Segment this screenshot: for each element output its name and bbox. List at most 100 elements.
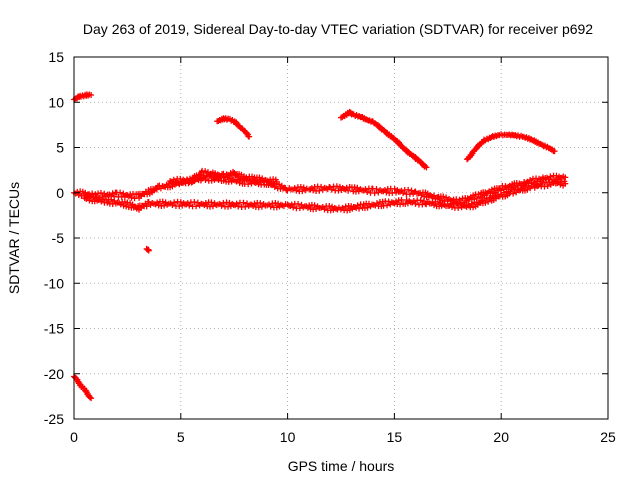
y-tick-label: -5: [52, 230, 65, 246]
data-point: [449, 204, 456, 211]
data-point: [384, 202, 391, 209]
series-band-lower: [81, 178, 569, 214]
data-point: [154, 199, 161, 206]
data-point: [259, 175, 266, 182]
data-point: [193, 203, 200, 210]
data-point: [553, 172, 560, 179]
data-point: [246, 133, 253, 140]
data-points: [71, 91, 569, 402]
x-tick-label: 20: [493, 429, 509, 445]
data-point: [99, 195, 106, 202]
data-point: [177, 175, 184, 182]
data-point: [257, 200, 264, 207]
data-point: [273, 204, 280, 211]
data-point: [539, 179, 546, 186]
series-arc-top-early: [71, 91, 95, 103]
data-point: [364, 189, 371, 196]
data-point: [225, 203, 232, 210]
grid-lines: [74, 57, 608, 419]
data-point: [296, 205, 303, 212]
data-point: [290, 204, 297, 211]
data-point: [422, 163, 429, 170]
data-point: [159, 198, 166, 205]
data-point: [343, 184, 350, 191]
data-point: [354, 184, 361, 191]
data-point: [488, 186, 495, 193]
data-point: [226, 199, 233, 206]
data-point: [405, 186, 412, 193]
data-point: [311, 202, 318, 209]
data-point: [321, 206, 328, 213]
x-tick-label: 25: [600, 429, 616, 445]
data-point: [510, 190, 517, 197]
data-point: [118, 193, 125, 200]
data-point: [88, 395, 95, 402]
data-point: [268, 179, 275, 186]
x-tick-label: 0: [70, 429, 78, 445]
y-tick-label: 10: [48, 94, 64, 110]
data-point: [335, 187, 342, 194]
data-point: [527, 176, 534, 183]
data-point: [170, 176, 177, 183]
data-point: [373, 186, 380, 193]
data-point: [153, 186, 160, 193]
data-point: [336, 183, 343, 190]
data-point: [86, 197, 93, 204]
y-tick-label: -15: [44, 321, 64, 337]
data-point: [86, 394, 93, 401]
data-point: [143, 203, 150, 210]
data-point: [177, 199, 184, 206]
chart-title: Day 263 of 2019, Sidereal Day-to-day VTE…: [83, 21, 593, 37]
data-point: [400, 190, 407, 197]
y-tick-label: -20: [44, 366, 64, 382]
data-point: [94, 197, 101, 204]
data-point: [145, 198, 152, 205]
data-point: [354, 202, 361, 209]
data-point: [299, 188, 306, 195]
data-point: [117, 189, 124, 196]
data-point: [244, 177, 251, 184]
data-point: [468, 200, 475, 207]
data-point: [161, 202, 168, 209]
series-arc-13h: [338, 108, 430, 171]
data-point: [431, 192, 438, 199]
data-point: [108, 196, 115, 203]
x-tick-label: 15: [387, 429, 403, 445]
data-point: [443, 194, 450, 201]
data-point: [455, 204, 462, 211]
y-tick-label: -25: [44, 411, 64, 427]
data-point: [398, 196, 405, 203]
data-point: [562, 174, 569, 181]
data-point: [256, 174, 263, 181]
data-point: [178, 179, 185, 186]
data-point: [551, 148, 558, 155]
data-point: [202, 168, 209, 175]
data-point: [417, 197, 424, 204]
data-point: [408, 187, 415, 194]
data-point: [202, 176, 209, 183]
data-point: [240, 199, 247, 206]
data-point: [223, 116, 230, 123]
data-point: [186, 202, 193, 209]
data-point: [440, 193, 447, 200]
data-point: [364, 204, 371, 211]
data-point: [267, 203, 274, 210]
data-point: [273, 178, 280, 185]
data-point: [547, 173, 554, 180]
data-point: [345, 187, 352, 194]
data-point: [295, 200, 302, 207]
data-point: [89, 190, 96, 197]
y-tick-label: 5: [56, 140, 64, 156]
data-point: [88, 92, 95, 99]
data-point: [208, 177, 215, 184]
series-isolated: [143, 245, 152, 254]
data-point: [326, 203, 333, 210]
y-axis-label: SDTVAR / TECUs: [6, 182, 22, 294]
data-point: [392, 198, 399, 205]
series-arc-7h: [214, 115, 253, 140]
y-tick-label: 15: [48, 49, 64, 65]
data-point: [202, 199, 209, 206]
x-tick-label: 10: [280, 429, 296, 445]
